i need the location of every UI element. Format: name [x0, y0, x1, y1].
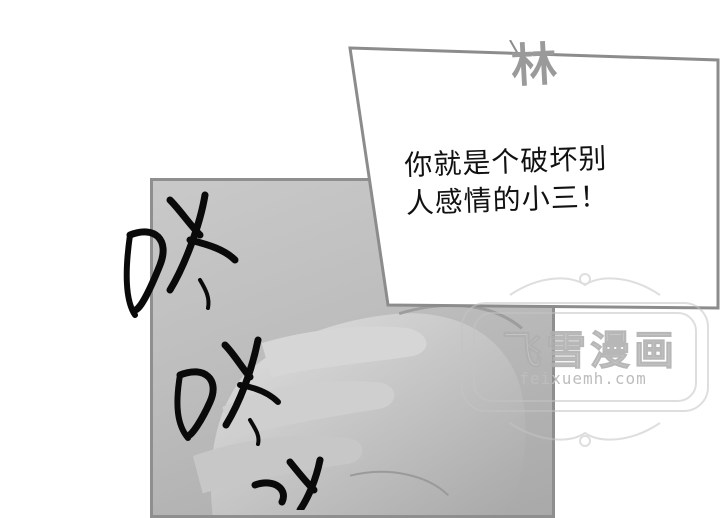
speech-bubble	[348, 40, 720, 310]
knock-sound-effect	[123, 191, 324, 510]
dialogue-text: 你就是个破坏别 人感情的小三！	[404, 137, 691, 223]
watermark-frame	[461, 273, 709, 447]
watermark-url: feixuemh.com	[519, 369, 647, 388]
watermark-title: 飞雪漫画	[502, 328, 678, 375]
speaker-name: 林	[509, 36, 555, 94]
